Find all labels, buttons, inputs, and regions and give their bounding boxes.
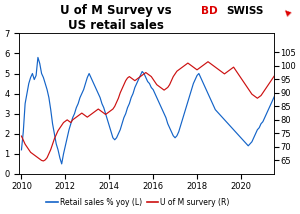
Text: ◀: ◀ — [281, 6, 292, 17]
Legend: Retail sales % yoy (L), U of M survery (R): Retail sales % yoy (L), U of M survery (… — [43, 195, 233, 210]
Text: SWISS: SWISS — [226, 6, 264, 16]
Text: BD: BD — [201, 6, 217, 16]
Title: U of M Survey vs
US retail sales: U of M Survey vs US retail sales — [60, 4, 172, 32]
